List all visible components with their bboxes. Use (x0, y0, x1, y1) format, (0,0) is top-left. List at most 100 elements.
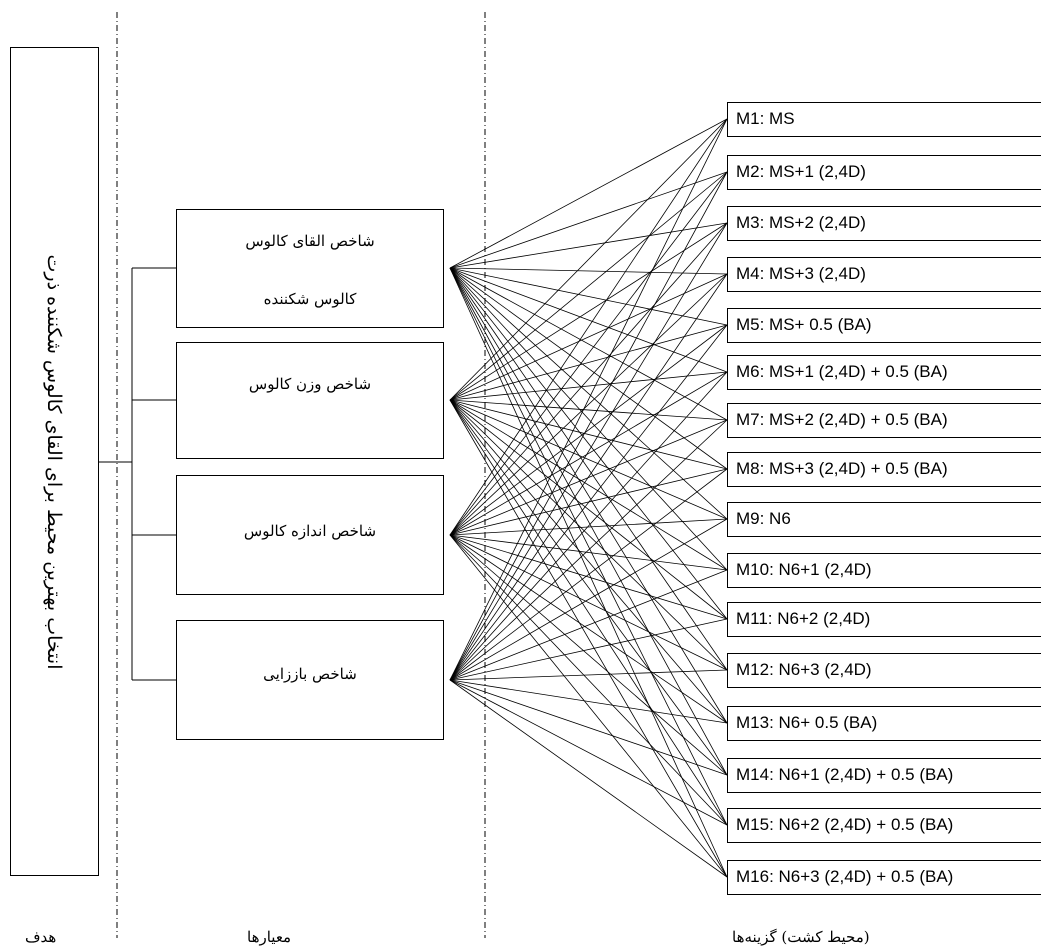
link-line (449, 222, 728, 681)
link-line (449, 267, 728, 520)
criterion-label-callus-induction: شاخص القای کالوس (245, 232, 375, 250)
alternative-label: M10: N6+1 (2,4D) (736, 560, 872, 579)
link-line (449, 679, 728, 878)
link-line (449, 171, 728, 681)
link-line (449, 534, 728, 571)
link-line (449, 534, 728, 620)
alternative-label: M13: N6+ 0.5 (BA) (736, 713, 878, 732)
link-line (449, 267, 728, 326)
link-line (449, 222, 728, 401)
link-line (449, 171, 728, 536)
link-line (449, 534, 728, 878)
link-line (449, 679, 728, 776)
alternative-label: M7: MS+2 (2,4D) + 0.5 (BA) (736, 410, 948, 429)
link-line (449, 171, 728, 269)
link-line (449, 267, 728, 571)
criterion-label-callus-weight: شاخص وزن کالوس (248, 375, 372, 393)
link-line (449, 468, 728, 681)
link-line (449, 399, 728, 724)
alternative-box: M14: N6+1 (2,4D) + 0.5 (BA) (727, 758, 1041, 793)
link-line (449, 267, 728, 776)
alternative-box: M16: N6+3 (2,4D) + 0.5 (BA) (727, 860, 1041, 895)
alternative-label: M16: N6+3 (2,4D) + 0.5 (BA) (736, 867, 954, 886)
alternative-label: M8: MS+3 (2,4D) + 0.5 (BA) (736, 459, 948, 478)
criterion-box-callus-size (176, 475, 444, 595)
link-line (449, 267, 728, 620)
link-line (449, 267, 728, 373)
alternative-box: M9: N6 (727, 502, 1041, 537)
link-line (449, 273, 728, 536)
alternative-box: M5: MS+ 0.5 (BA) (727, 308, 1041, 343)
criterion-box-callus-induction (176, 209, 444, 328)
alternative-box: M4: MS+3 (2,4D) (727, 257, 1041, 292)
criterion-label-callus-size: شاخص اندازه کالوس (243, 522, 377, 540)
link-line (449, 324, 728, 536)
alternative-box: M2: MS+1 (2,4D) (727, 155, 1041, 190)
alternative-box: M3: MS+2 (2,4D) (727, 206, 1041, 241)
alternative-label: M2: MS+1 (2,4D) (736, 162, 866, 181)
link-line (449, 534, 728, 671)
link-line (449, 222, 728, 269)
alternative-box: M12: N6+3 (2,4D) (727, 653, 1041, 688)
link-line (449, 371, 728, 536)
alternative-label: M6: MS+1 (2,4D) + 0.5 (BA) (736, 362, 948, 381)
link-line (449, 273, 728, 681)
link-line (449, 118, 728, 401)
alternative-box: M11: N6+2 (2,4D) (727, 602, 1041, 637)
link-line (449, 267, 728, 275)
link-line (449, 679, 728, 724)
link-line (449, 534, 728, 776)
link-line (449, 324, 728, 681)
link-line (449, 118, 728, 269)
link-line (449, 118, 728, 681)
footer-criteria-label: معیارها (247, 928, 292, 946)
link-line (449, 399, 728, 520)
alternative-label: M1: MS (736, 109, 795, 128)
link-line (449, 399, 728, 620)
alternative-box: M13: N6+ 0.5 (BA) (727, 706, 1041, 741)
link-line (449, 399, 728, 470)
link-line (449, 371, 728, 401)
goal-box (10, 47, 99, 876)
alternative-label: M15: N6+2 (2,4D) + 0.5 (BA) (736, 815, 954, 834)
criterion-label-regeneration: شاخص باززایی (263, 665, 357, 683)
alternative-box: M1: MS (727, 102, 1041, 137)
alternative-label: M4: MS+3 (2,4D) (736, 264, 866, 283)
criteria-alternative-links (449, 118, 728, 878)
link-line (449, 518, 728, 536)
alternative-label: M5: MS+ 0.5 (BA) (736, 315, 872, 334)
footer-alternatives-label: (محیط کشت) گزینه‌ها (732, 928, 870, 946)
alternative-label: M12: N6+3 (2,4D) (736, 660, 872, 679)
alternative-label: M14: N6+1 (2,4D) + 0.5 (BA) (736, 765, 954, 784)
link-line (449, 534, 728, 724)
link-line (449, 399, 728, 826)
link-line (449, 679, 728, 826)
alternative-box: M15: N6+2 (2,4D) + 0.5 (BA) (727, 808, 1041, 843)
goal-text: انتخاب بهترین محیط برای القای کالوس شکنن… (43, 254, 65, 670)
criterion-extra-friable-callus: کالوس شکننده (263, 290, 357, 308)
link-line (449, 399, 728, 878)
link-line (449, 399, 728, 671)
link-line (449, 324, 728, 401)
alternative-label: M3: MS+2 (2,4D) (736, 213, 866, 232)
link-line (449, 267, 728, 826)
alternative-label: M9: N6 (736, 509, 791, 528)
link-line (449, 267, 728, 470)
link-line (449, 371, 728, 681)
link-line (449, 267, 728, 421)
link-line (449, 399, 728, 776)
link-line (449, 171, 728, 401)
goal-connector (99, 267, 444, 681)
footer-goal-label: هدف (25, 928, 57, 946)
alternative-label: M11: N6+2 (2,4D) (736, 609, 871, 628)
link-line (449, 569, 728, 681)
criterion-box-callus-weight (176, 342, 444, 459)
criterion-box-regeneration (176, 620, 444, 740)
link-line (449, 267, 728, 671)
alternative-box: M10: N6+1 (2,4D) (727, 553, 1041, 588)
link-line (449, 419, 728, 681)
link-line (449, 669, 728, 681)
alternative-box: M6: MS+1 (2,4D) + 0.5 (BA) (727, 355, 1041, 390)
link-line (449, 618, 728, 681)
